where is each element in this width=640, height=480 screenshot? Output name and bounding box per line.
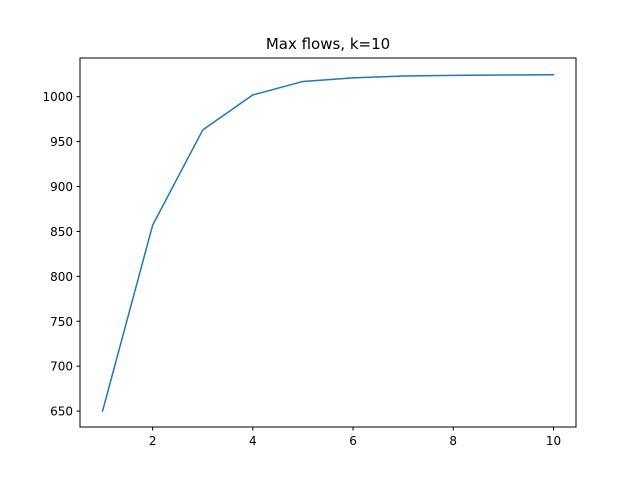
x-tick-label: 10	[546, 434, 561, 448]
x-tick-label: 6	[349, 434, 357, 448]
y-tick-label: 900	[50, 180, 73, 194]
x-tick-label: 8	[449, 434, 457, 448]
y-tick-label: 850	[50, 225, 73, 239]
plot-area: 2 4 6 8 10 650 700 750 800 850 900 950 1000	[42, 57, 577, 448]
x-tick-label: 2	[149, 434, 157, 448]
y-tick-label: 800	[50, 270, 73, 284]
y-tick-label: 750	[50, 315, 73, 329]
series-layer	[101, 73, 555, 413]
y-tick-label: 950	[50, 135, 73, 149]
series-line-0	[101, 73, 555, 413]
y-axis: 650 700 750 800 850 900 950 1000	[42, 90, 80, 419]
x-axis: 2 4 6 8 10	[149, 427, 561, 448]
axes-frame	[79, 57, 577, 428]
chart-title: Max flows, k=10	[266, 35, 390, 53]
y-tick-label: 1000	[42, 90, 73, 104]
y-tick-label: 650	[50, 405, 73, 419]
x-tick-label: 4	[249, 434, 257, 448]
y-tick-label: 700	[50, 360, 73, 374]
axes-background	[80, 58, 576, 427]
